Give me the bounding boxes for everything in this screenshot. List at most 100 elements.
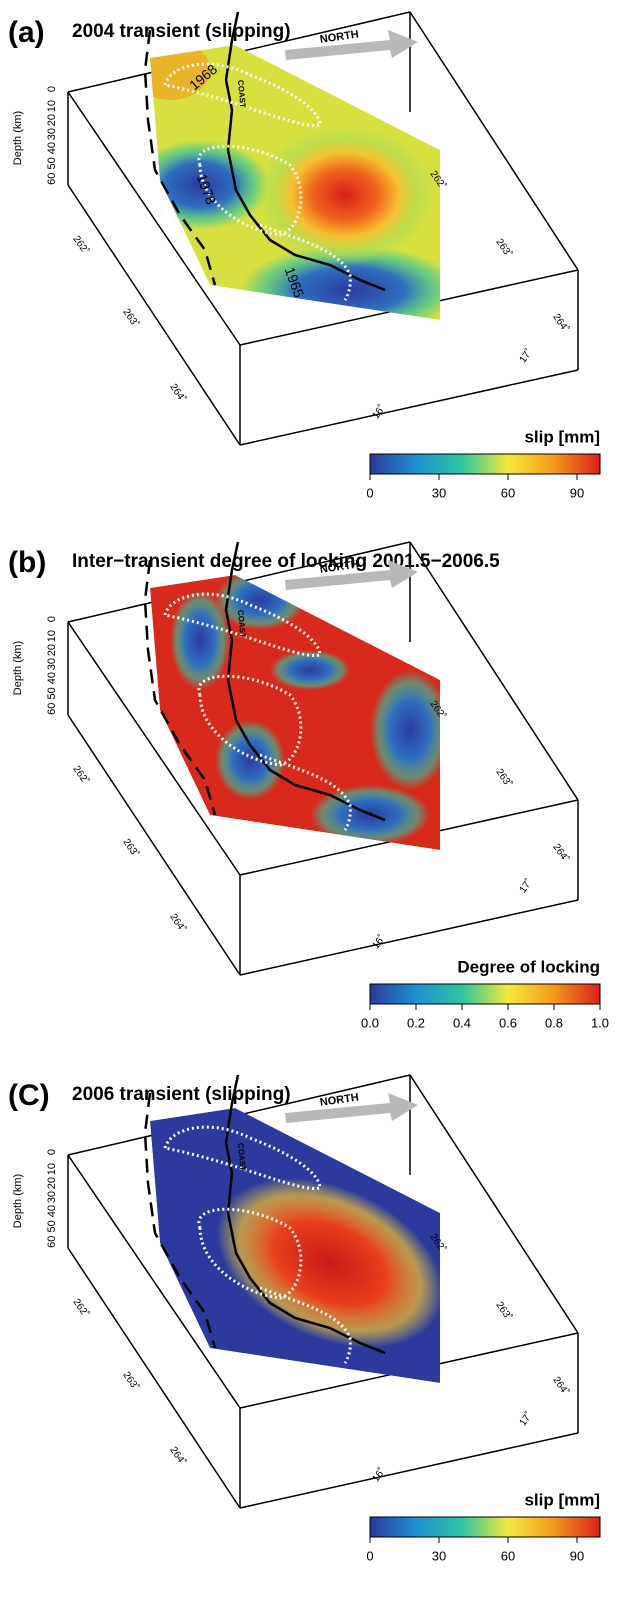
panel: (b) Inter−transient degree of locking 200… xyxy=(8,541,609,1030)
colorbar-tick-label: 0 xyxy=(366,485,373,500)
rupture-contour xyxy=(259,753,352,831)
panel-label: (a) xyxy=(8,16,45,49)
panel-label: (C) xyxy=(8,1079,50,1112)
box-edge xyxy=(409,11,579,271)
depth-tick: 10 xyxy=(46,100,58,112)
depth-tick: 60 50 40 xyxy=(46,142,58,185)
field-blob xyxy=(255,125,435,265)
north-label: NORTH xyxy=(319,29,359,46)
panel-title: Inter−transient degree of locking 2001.5… xyxy=(72,551,500,572)
colorbar-tick-label: 0.8 xyxy=(545,1015,563,1030)
lat-tick: 17˚ xyxy=(517,1410,535,1429)
trench-line xyxy=(143,1092,217,1349)
lon-tick-left: 264˚ xyxy=(167,381,188,404)
lon-tick-right: 264˚ xyxy=(550,841,571,864)
depth-tick: 60 50 40 xyxy=(46,1205,58,1248)
lon-tick-left: 263˚ xyxy=(120,836,141,859)
panel-label: (b) xyxy=(8,546,46,579)
colorbar-tick-label: 60 xyxy=(501,1548,515,1563)
lon-tick-left: 263˚ xyxy=(120,306,141,329)
colorbar-title: slip [mm] xyxy=(524,1490,600,1509)
lon-tick-left: 262˚ xyxy=(70,1296,91,1319)
north-arrow xyxy=(285,30,418,60)
box-edge xyxy=(239,1432,579,1509)
panel: (C) 2006 transient (slipping) NORTH COAST De… xyxy=(8,1074,601,1563)
depth-label: Depth (km) xyxy=(12,641,24,695)
depth-label: Depth (km) xyxy=(12,111,24,165)
lon-tick-right: 263˚ xyxy=(493,766,514,789)
colorbar-tick-label: 0.6 xyxy=(499,1015,517,1030)
lon-tick-right: 263˚ xyxy=(493,236,514,259)
coast-line xyxy=(224,541,386,822)
lon-tick-right: 263˚ xyxy=(493,1299,514,1322)
field-blob xyxy=(170,590,230,690)
depth-tick: 20 xyxy=(46,644,58,656)
box-edge xyxy=(67,1154,241,1409)
depth-tick: 0 xyxy=(46,1149,58,1155)
depth-tick: 10 xyxy=(46,1163,58,1175)
depth-tick: 60 50 40 xyxy=(46,672,58,715)
coast-line xyxy=(224,1074,386,1355)
box-edge xyxy=(67,1247,241,1509)
colorbar xyxy=(369,1516,601,1538)
depth-tick: 20 xyxy=(46,114,58,126)
box-edge xyxy=(239,899,579,976)
depth-tick: 20 xyxy=(46,1177,58,1189)
north-arrow xyxy=(285,1093,418,1123)
lat-tick: 17˚ xyxy=(517,877,535,896)
colorbar-title: Degree of locking xyxy=(457,957,600,976)
rupture-contour xyxy=(259,223,352,301)
box-edge xyxy=(67,91,241,346)
lon-tick-right: 264˚ xyxy=(550,311,571,334)
box-edge xyxy=(67,621,241,876)
box-edge xyxy=(409,541,579,801)
colorbar-tick-label: 90 xyxy=(570,485,584,500)
lon-tick-left: 263˚ xyxy=(120,1369,141,1392)
colorbar xyxy=(369,983,601,1005)
colorbar-tick-label: 0 xyxy=(366,1548,373,1563)
box-edge xyxy=(67,184,241,446)
trench-line xyxy=(143,29,217,286)
panel-title: 2004 transient (slipping) xyxy=(72,21,291,42)
colorbar-tick-label: 30 xyxy=(432,485,446,500)
depth-tick: 10 xyxy=(46,630,58,642)
rupture-contour xyxy=(197,674,303,767)
rupture-contour xyxy=(197,144,303,237)
lon-tick-left: 262˚ xyxy=(70,233,91,256)
lon-tick-left: 264˚ xyxy=(167,911,188,934)
box-edge xyxy=(409,1074,579,1334)
north-label: NORTH xyxy=(319,1092,359,1109)
coast-label: COAST xyxy=(236,610,247,639)
depth-tick: 0 xyxy=(46,86,58,92)
colorbar-title: slip [mm] xyxy=(524,427,600,446)
depth-tick: 30 xyxy=(46,128,58,140)
colorbar xyxy=(369,453,601,475)
coast-label: COAST xyxy=(236,1143,247,1172)
lat-tick: 16˚ xyxy=(370,1466,388,1485)
field-blob xyxy=(150,45,210,100)
lon-tick-right: 264˚ xyxy=(550,1374,571,1397)
rupture-contour xyxy=(259,1286,352,1364)
colorbar-tick-label: 90 xyxy=(570,1548,584,1563)
lon-tick-left: 262˚ xyxy=(70,763,91,786)
box-edge xyxy=(67,714,241,976)
north-label: NORTH xyxy=(319,559,359,576)
depth-tick: 0 xyxy=(46,616,58,622)
colorbar-tick-label: 30 xyxy=(432,1548,446,1563)
box-edge xyxy=(239,369,579,446)
depth-label: Depth (km) xyxy=(12,1174,24,1228)
north-arrow xyxy=(285,560,418,590)
panel: (a) 2004 transient (slipping) NORTHCOAST19… xyxy=(8,11,601,500)
colorbar-tick-label: 60 xyxy=(501,485,515,500)
colorbar-tick-label: 0.0 xyxy=(361,1015,379,1030)
colorbar-tick-label: 0.2 xyxy=(407,1015,425,1030)
slip-field xyxy=(150,1108,440,1383)
rupture-contour xyxy=(197,1207,303,1300)
lat-tick: 17˚ xyxy=(517,347,535,366)
lat-tick: 16˚ xyxy=(370,403,388,422)
trench-line xyxy=(143,559,217,816)
lat-tick: 16˚ xyxy=(370,933,388,952)
panel-title: 2006 transient (slipping) xyxy=(72,1084,291,1105)
colorbar-tick-label: 0.4 xyxy=(453,1015,471,1030)
